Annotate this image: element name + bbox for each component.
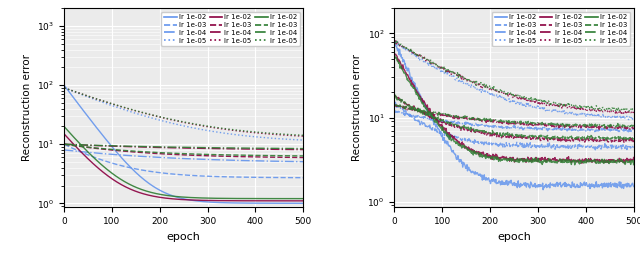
Y-axis label: Reconstruction error: Reconstruction error xyxy=(352,54,362,161)
Legend: lr 1e-02, lr 1e-03, lr 1e-04, lr 1e-05, lr 1e-02, lr 1e-03, lr 1e-04, lr 1e-05, : lr 1e-02, lr 1e-03, lr 1e-04, lr 1e-05, … xyxy=(492,12,630,46)
Y-axis label: Reconstruction error: Reconstruction error xyxy=(22,54,31,161)
Legend: lr 1e-02, lr 1e-03, lr 1e-04, lr 1e-05, lr 1e-02, lr 1e-03, lr 1e-04, lr 1e-05, : lr 1e-02, lr 1e-03, lr 1e-04, lr 1e-05, … xyxy=(161,12,300,46)
X-axis label: epoch: epoch xyxy=(167,232,200,242)
X-axis label: epoch: epoch xyxy=(497,232,531,242)
